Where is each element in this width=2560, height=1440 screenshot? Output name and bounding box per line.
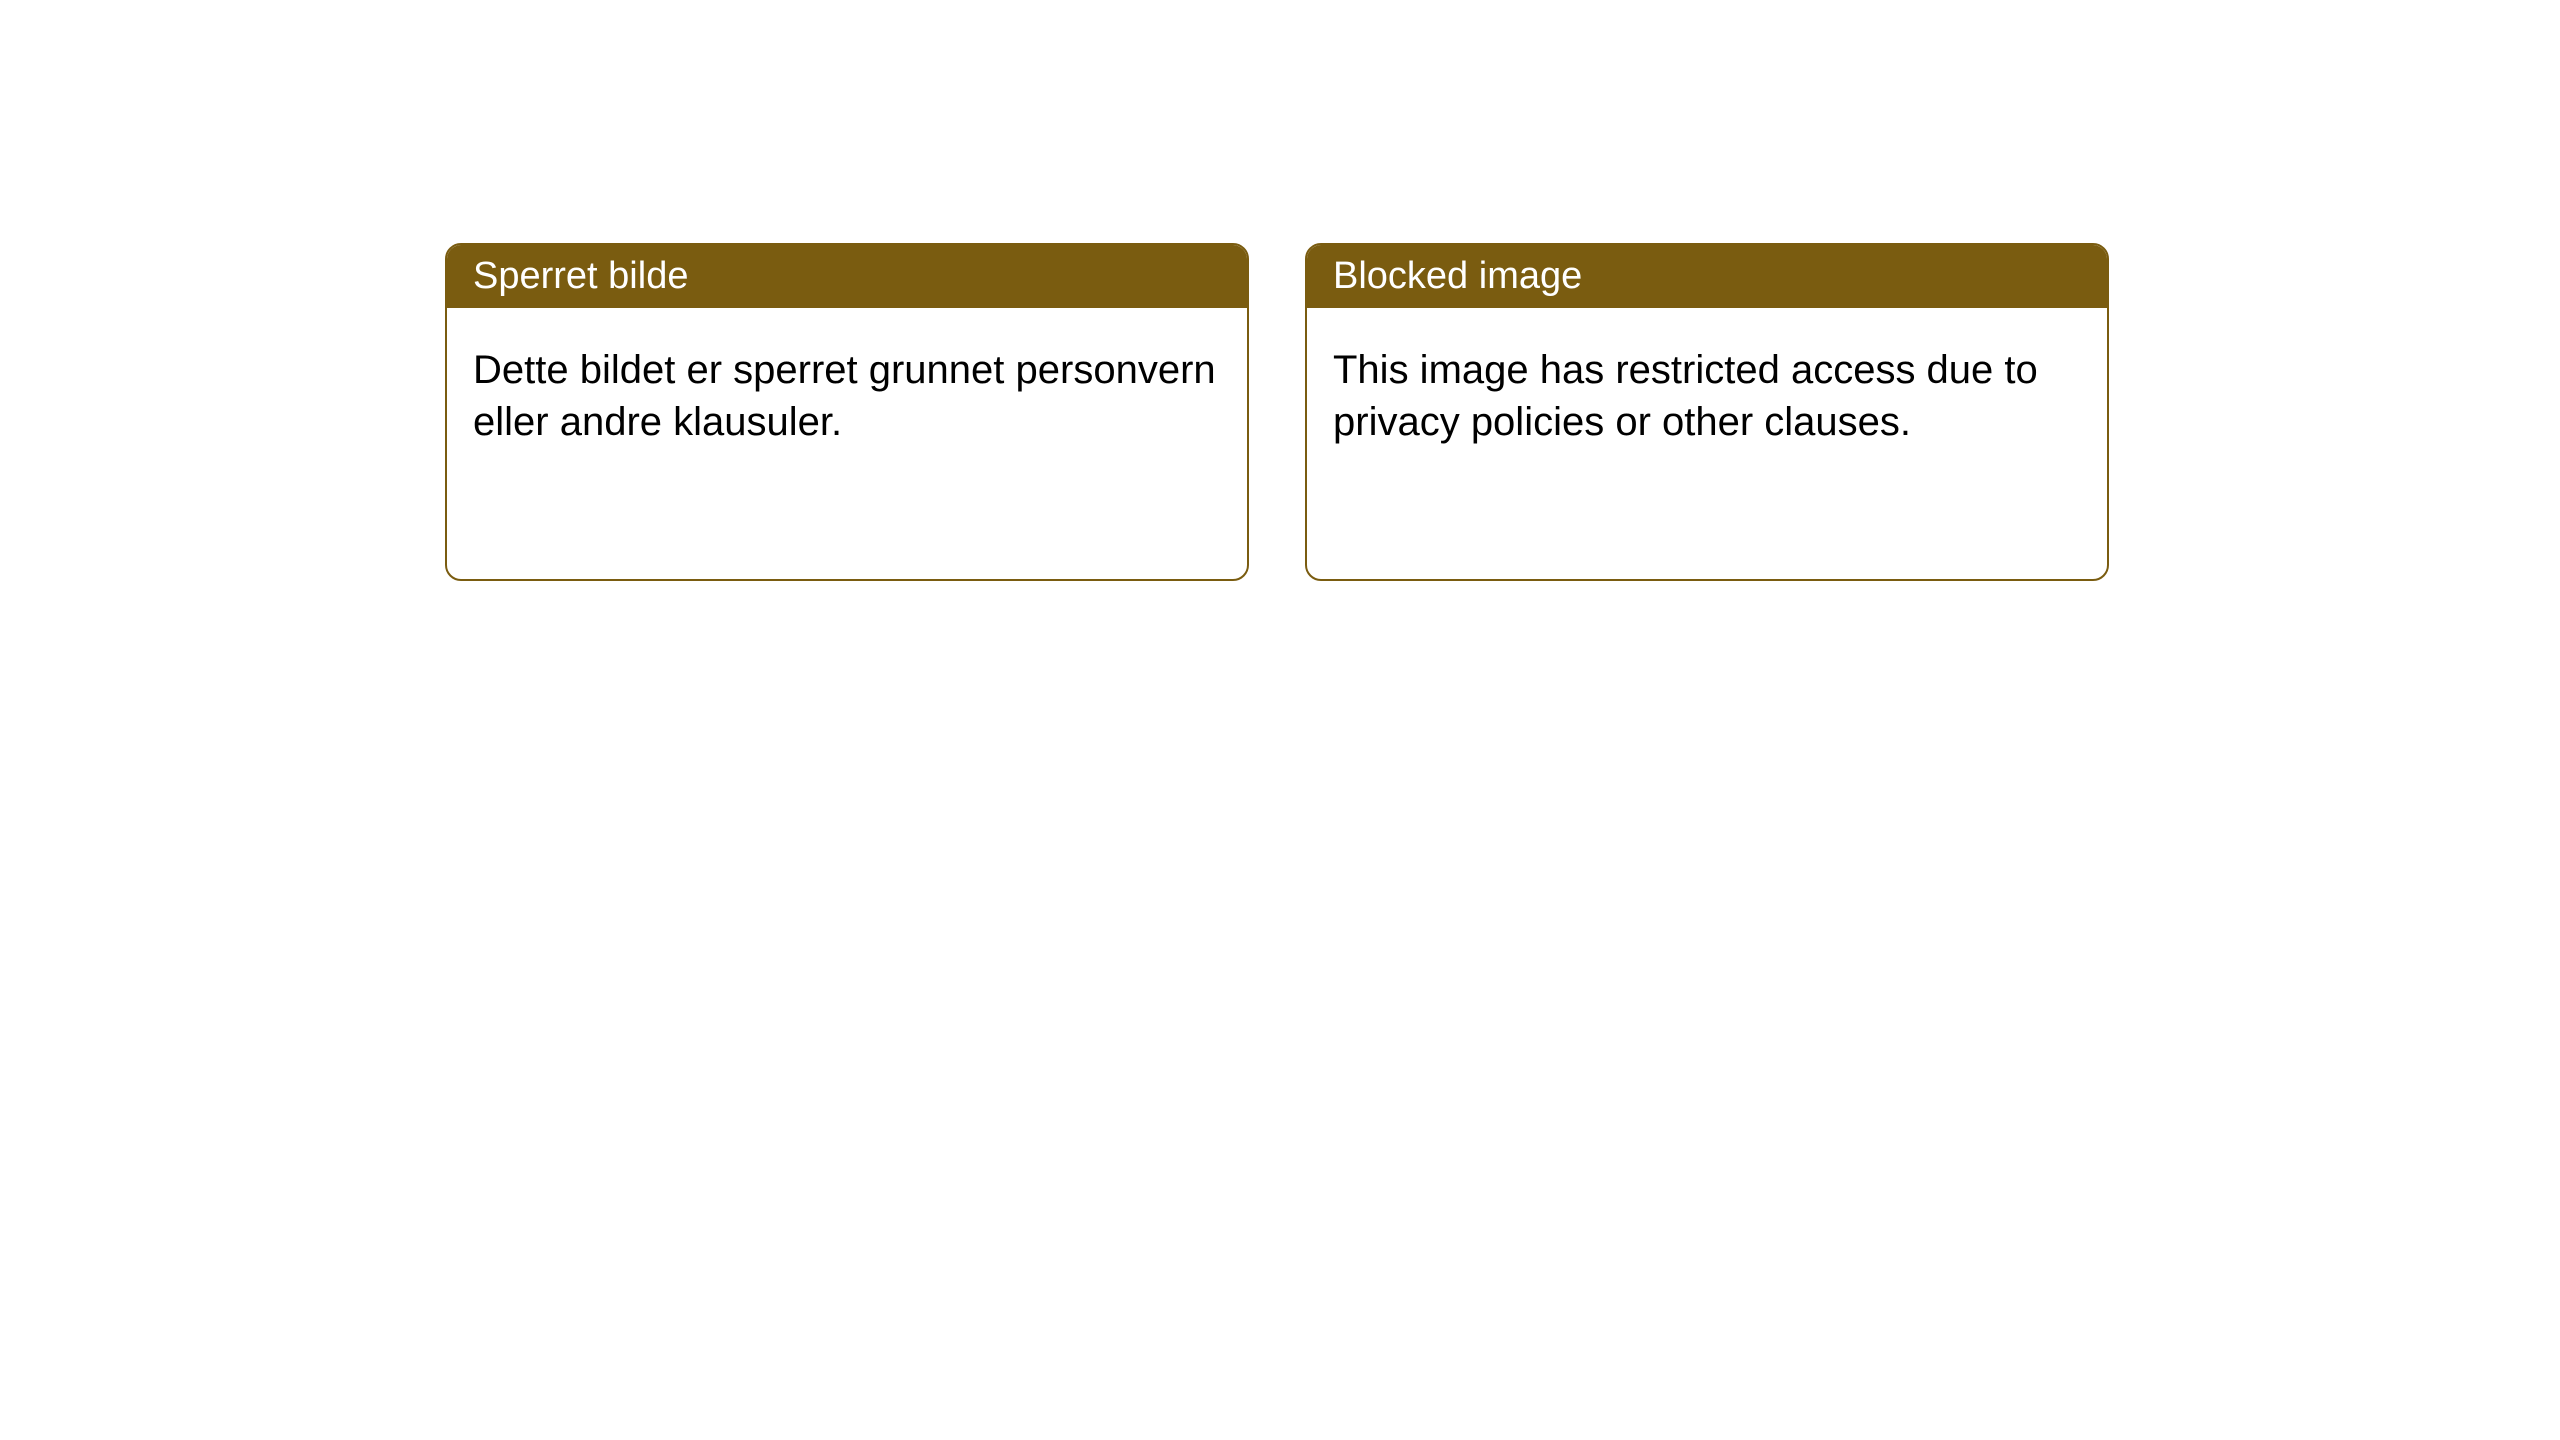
notice-title-english: Blocked image (1307, 245, 2107, 308)
notice-title-norwegian: Sperret bilde (447, 245, 1247, 308)
notice-card-norwegian: Sperret bilde Dette bildet er sperret gr… (445, 243, 1249, 581)
notice-body-norwegian: Dette bildet er sperret grunnet personve… (447, 308, 1247, 484)
notice-body-english: This image has restricted access due to … (1307, 308, 2107, 484)
blocked-image-notices: Sperret bilde Dette bildet er sperret gr… (445, 243, 2109, 581)
notice-card-english: Blocked image This image has restricted … (1305, 243, 2109, 581)
